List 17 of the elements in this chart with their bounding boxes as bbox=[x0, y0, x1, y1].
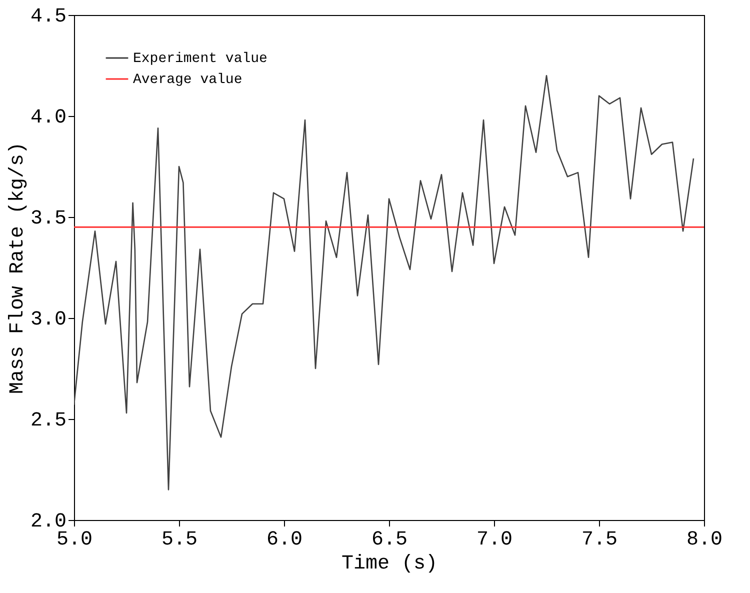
y-tick-label: 2.5 bbox=[30, 410, 66, 432]
y-tick-label: 3.0 bbox=[30, 308, 66, 332]
x-axis-title: Time (s) bbox=[341, 552, 438, 576]
line-series bbox=[74, 74, 694, 490]
x-tick-label: 6.0 bbox=[266, 528, 303, 552]
y-axis-title: Mass Flow Rate (kg/s) bbox=[6, 142, 30, 394]
x-tick-label: 7.0 bbox=[476, 528, 513, 552]
x-tick-label: 8.0 bbox=[686, 528, 723, 552]
y-tick-label: 3.5 bbox=[30, 208, 66, 230]
legend-label: Experiment value bbox=[133, 51, 268, 67]
legend-label: Average value bbox=[133, 72, 242, 88]
x-tick-label: 7.5 bbox=[581, 528, 618, 552]
x-tick-label: 6.5 bbox=[371, 528, 408, 552]
x-tick-label: 5.0 bbox=[56, 528, 93, 552]
y-tick-label: 4.5 bbox=[30, 6, 66, 28]
x-tick-label: 5.5 bbox=[161, 528, 198, 552]
y-tick-label: 4.0 bbox=[30, 106, 66, 130]
